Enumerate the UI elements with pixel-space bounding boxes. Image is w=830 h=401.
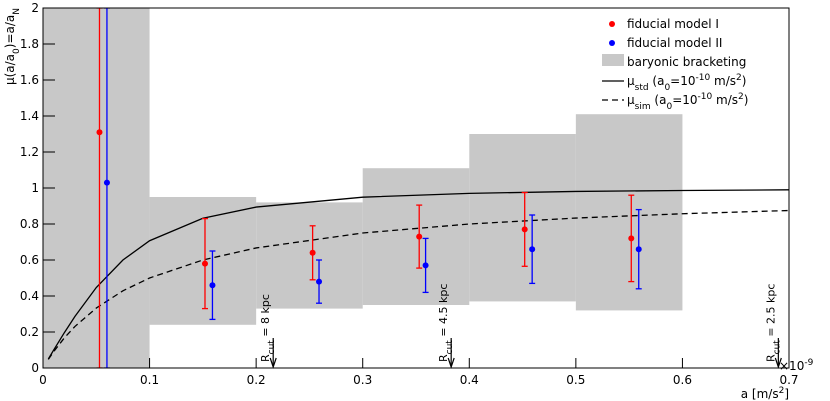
x-axis-label: a [m/s2] [741,386,789,401]
legend-marker [609,21,615,27]
legend-label: μsim (a0=10-10 m/s2) [627,92,748,112]
text-part: μ [627,93,635,107]
point [201,260,208,267]
point [103,179,110,186]
text-part: = 8 kpc [259,294,272,340]
text-part: -10 [698,92,713,102]
point [209,282,216,289]
arrow-head [269,357,277,369]
legend-label: fiducial model I [627,17,719,31]
point [529,246,536,253]
text-part: =10 [670,74,695,88]
legend-label: baryonic bracketing [627,55,746,69]
legend-marker [609,40,615,46]
x-tick-label: 0.6 [673,373,692,387]
text-part: ×10 [779,359,804,373]
y-tick-label: 1.4 [20,109,39,123]
x-exponent: ×10-9 [779,358,814,373]
point [521,226,528,233]
text-part: N [12,8,22,15]
band-bin [149,197,257,325]
y-tick-label: 0.2 [20,325,39,339]
arrow-head [774,357,782,369]
band-bin [256,202,363,309]
text-part: R [437,354,450,362]
x-tick-label: 0 [39,373,47,387]
annotation: Rcut = 8 kpc [259,294,277,362]
text-part: = 4.5 kpc [437,284,450,341]
text-part: μ [627,74,635,88]
y-axis-label: μ(a/a0)=a/aN [3,8,22,85]
text-part: cut [267,340,277,355]
x-tick-label: 0.4 [460,373,479,387]
y-tick-label: 0.6 [20,253,39,267]
point [635,246,642,253]
text-part: cut [445,340,455,355]
x-tick-label: 0.1 [140,373,159,387]
text-part: sim [635,102,651,112]
y-tick-label: 1 [31,181,39,195]
text-part: ) [744,93,749,107]
y-tick-label: 2 [31,1,39,15]
text-part: a [m/s [741,387,779,401]
text-part: -10 [696,73,711,83]
text-part: )=a/a [3,15,17,49]
text-part: std [635,83,649,93]
y-tick-label: 0 [31,361,39,375]
y-tick-label: 1.8 [20,37,39,51]
text-part: =10 [672,93,697,107]
point [628,235,635,242]
text-part: R [764,354,777,362]
band-bin [575,114,683,311]
band-bin [362,168,470,305]
text-part: m/s [712,93,738,107]
overlay: 0 0.2 0.4 0.6 0.8 1 1.2 1.4 1.6 1.8 2 0 0.1 0.2 0.3 0.4… [3,1,814,401]
point [309,249,316,256]
y-tick-label: 0.4 [20,289,39,303]
curve [47,189,789,360]
text-part: 0 [12,48,22,54]
x-tick-label: 0.2 [247,373,266,387]
text-part: 2 [779,386,785,396]
text-part: ) [742,74,747,88]
legend-label: fiducial model II [627,36,722,50]
text-part: 2 [738,92,744,102]
text-part: cut [772,340,782,355]
point [422,262,429,269]
text-part: R [259,354,272,362]
legend-swatch [602,54,624,66]
annotation: Rcut = 2.5 kpc [764,284,782,362]
annotation: Rcut = 4.5 kpc [437,284,455,362]
text-part: -9 [804,358,813,368]
plot-area [43,8,789,368]
legend-label: μstd (a0=10-10 m/s2) [627,73,746,93]
text-part: 0 [664,83,670,93]
x-tick-label: 0.5 [566,373,585,387]
text-part: μ(a/a [3,54,17,85]
band-bin [43,8,150,368]
band-bin [469,134,576,302]
point [416,233,423,240]
text-part: 0 [666,102,672,112]
arrow-head [447,357,455,369]
x-tick-label: 0.3 [353,373,372,387]
y-tick-label: 1.2 [20,145,39,159]
text-part: m/s [710,74,736,88]
x-tick-label: 0.7 [779,373,798,387]
text-part: ] [784,387,789,401]
point [316,278,323,285]
text-part: (a [651,93,667,107]
text-part: 2 [736,73,742,83]
text-part: (a [649,74,665,88]
text-part: = 2.5 kpc [764,284,777,341]
point [96,129,103,136]
curve [47,209,789,360]
y-tick-label: 1.6 [20,73,39,87]
y-tick-label: 0.8 [20,217,39,231]
